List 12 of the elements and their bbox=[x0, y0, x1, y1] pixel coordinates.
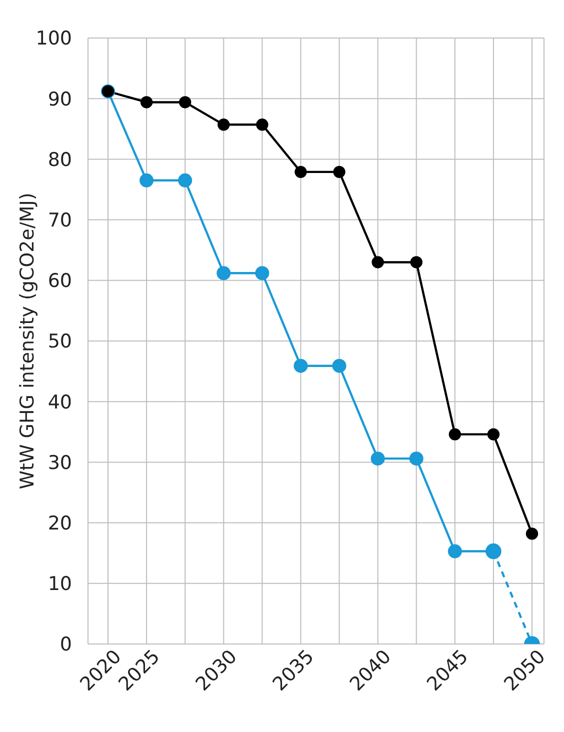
y-tick-label: 50 bbox=[48, 330, 72, 353]
y-tick-label: 100 bbox=[36, 28, 72, 50]
y-tick-label: 90 bbox=[48, 88, 72, 110]
y-tick-label: 70 bbox=[48, 210, 72, 232]
y-tick-label: 80 bbox=[48, 148, 72, 171]
y-axis-title: WtW GHG intensity (gCO2e/MJ) bbox=[16, 192, 39, 490]
y-tick-label: 0 bbox=[60, 634, 72, 656]
y-tick-label: 40 bbox=[48, 391, 72, 414]
y-tick-label: 60 bbox=[48, 270, 72, 292]
y-tick-label: 10 bbox=[48, 573, 72, 596]
y-tick-label: 20 bbox=[48, 512, 72, 535]
y-tick-label: 30 bbox=[48, 452, 72, 474]
